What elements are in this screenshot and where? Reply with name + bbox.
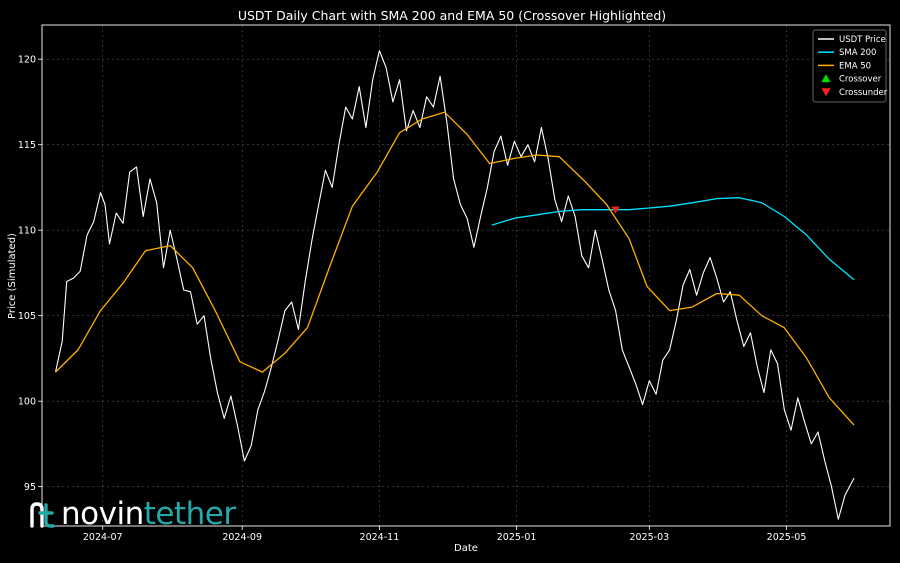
legend-box (812, 29, 887, 103)
x-tick-label: 2024-11 (360, 532, 400, 543)
crossover-markers (611, 206, 620, 214)
y-axis-ticks: 95 100 105 110 115 120 (18, 55, 42, 493)
x-tick-label: 2025-03 (629, 532, 669, 543)
legend-label-usdt-price: USDT Price (839, 35, 886, 45)
legend-swatch-crossover (821, 74, 831, 83)
plot-frame (41, 24, 891, 527)
chart-title: USDT Daily Chart with SMA 200 and EMA 50… (238, 8, 666, 23)
y-tick-label: 100 (18, 397, 36, 408)
x-tick-label: 2025-05 (767, 532, 807, 543)
grid (42, 25, 890, 526)
logo-text-novin: novin (61, 496, 144, 532)
novintether-logo: novin tether (28, 494, 236, 534)
legend-swatch-crossunder (821, 88, 831, 97)
series-line-ema-50 (55, 111, 855, 426)
y-tick-label: 95 (24, 482, 36, 493)
legend-label-ema-50: EMA 50 (839, 61, 871, 71)
series-line-usdt-price (54, 50, 855, 520)
x-axis-label: Date (454, 543, 478, 554)
y-axis-label: Price (Simulated) (7, 233, 18, 319)
y-tick-label: 110 (18, 226, 36, 237)
x-tick-label: 2025-01 (497, 532, 537, 543)
y-tick-label: 115 (18, 140, 36, 151)
x-tick-label: 2024-09 (222, 532, 262, 543)
y-tick-label: 120 (18, 55, 36, 66)
legend-label-crossover: Crossover (839, 75, 882, 85)
legend-label-sma-200: SMA 200 (839, 48, 876, 58)
series-lines (54, 50, 855, 520)
legend-label-crossunder: Crossunder (839, 88, 888, 98)
y-tick-label: 105 (18, 311, 36, 322)
novintether-logo-icon (30, 502, 55, 528)
x-axis-ticks: 2024-07 2024-09 2024-11 2025-01 2025-03 2025-… (83, 526, 807, 543)
marker-crossunder (611, 206, 620, 214)
series-line-sma-200 (491, 197, 855, 281)
logo-text-tether: tether (143, 496, 236, 532)
legend: USDT Price SMA 200 EMA 50 Crossover Crossund… (812, 29, 888, 103)
x-tick-label: 2024-07 (83, 532, 123, 543)
axes (41, 24, 891, 527)
